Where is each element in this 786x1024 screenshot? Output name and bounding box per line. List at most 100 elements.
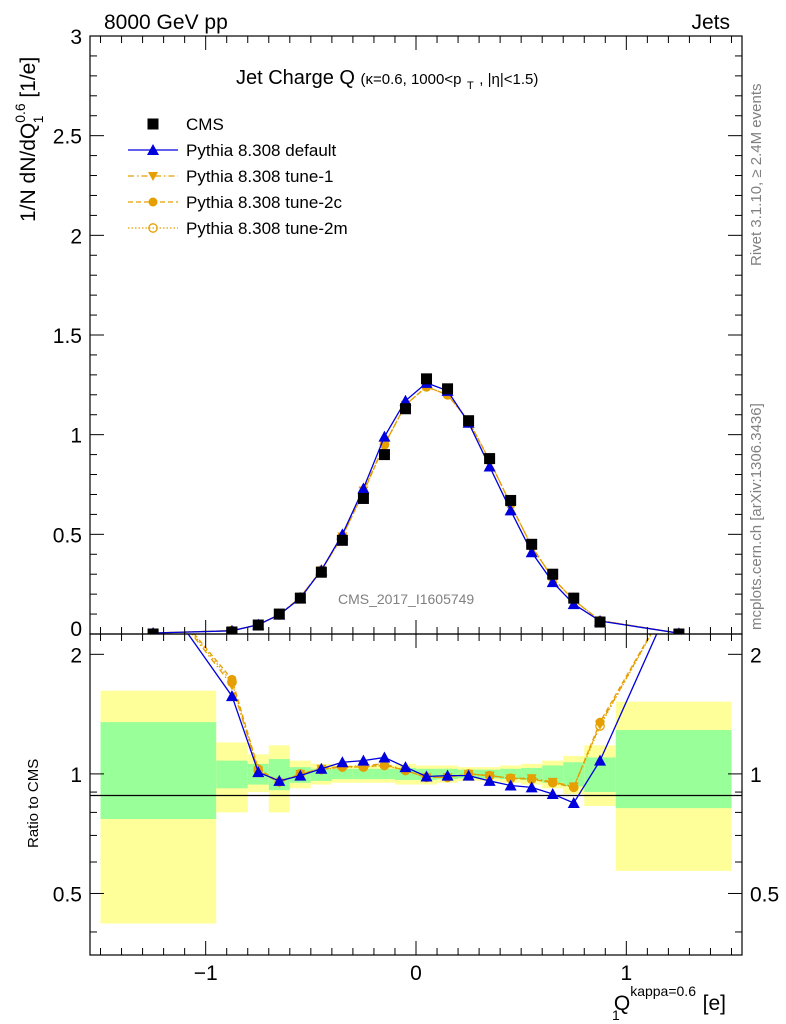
data-point-pythia-8-308-default — [252, 766, 265, 778]
data-point-pythia-8-308-default — [378, 751, 391, 763]
data-point-pythia-8-308-tune-2c — [149, 580, 158, 589]
data-point-pythia-8-308-tune-1 — [526, 774, 537, 784]
legend-label-tune2m: Pythia 8.308 tune-2m — [186, 219, 348, 238]
legend-marker-tune1 — [148, 172, 158, 181]
x-label-sup: kappa=0.6 — [630, 983, 696, 999]
data-point-pythia-8-308-tune-1 — [226, 681, 237, 691]
data-point-pythia-8-308-default — [225, 690, 238, 702]
data-point-pythia-8-308-tune-1 — [148, 580, 158, 589]
data-point-pythia-8-308-default — [546, 787, 559, 799]
data-point-pythia-8-308-default — [567, 796, 580, 808]
data-point-cms — [252, 619, 264, 631]
ratio-band-inner — [310, 768, 332, 781]
y-label-sub: 1 — [30, 115, 46, 123]
x-label-sub: 1 — [612, 1007, 620, 1023]
data-point-pythia-8-308-default — [525, 781, 538, 793]
y-axis-label-main: 1/N dN/dQ0.6 1 [1/e] — [12, 57, 46, 222]
data-point-pythia-8-308-default — [273, 774, 286, 786]
chart-title: Jet Charge Q (κ=0.6, 1000<p T , |η|<1.5) — [236, 67, 538, 94]
data-point-pythia-8-308-default — [673, 578, 685, 589]
data-point-cms — [315, 566, 327, 578]
data-point-pythia-8-308-default — [546, 576, 559, 588]
ratio-band-inner — [615, 729, 732, 809]
data-point-pythia-8-308-default — [357, 482, 370, 494]
series-line-pythia-8-308-default — [187, 634, 658, 804]
data-point-pythia-8-308-default — [378, 430, 391, 442]
y-tick-label-main: 2 — [70, 225, 82, 248]
legend-label-default: Pythia 8.308 default — [186, 141, 337, 160]
axis-ticks: 0 0.5 1 1.5 2 2.5 3 −1 0 1 0.5 0.5 1 1 2 2 — [53, 26, 779, 985]
data-point-pythia-8-308-default — [399, 761, 412, 773]
data-point-cms — [336, 534, 348, 546]
data-point-pythia-8-308-default — [504, 779, 517, 791]
data-point-pythia-8-308-tune-2m — [675, 580, 683, 588]
x-tick-label: −1 — [194, 962, 218, 985]
mcplots-label: mcplots.cern.ch [arXiv:1306.3436] — [748, 403, 765, 630]
data-point-cms — [484, 453, 496, 465]
y-tick-label-main: 3 — [70, 26, 82, 49]
data-point-cms — [442, 383, 454, 395]
data-point-pythia-8-308-default — [399, 394, 412, 406]
rivet-label: Rivet 3.1.10, ≥ 2.4M events — [748, 84, 765, 267]
analysis-watermark: CMS_2017_I1605749 — [338, 591, 474, 607]
ratio-uncertainty-bands — [100, 690, 732, 924]
data-point-pythia-8-308-default — [441, 769, 454, 781]
legend-marker-default — [147, 144, 159, 155]
y-tick-label-ratio: 0.5 — [53, 883, 82, 906]
data-point-pythia-8-308-tune-2c — [674, 580, 683, 589]
y-tick-label-main: 1 — [70, 425, 82, 448]
y-tick-label-ratio-right: 1 — [750, 764, 762, 787]
x-axis-label: Qkappa=0.6 1 [e] — [612, 983, 726, 1023]
data-point-pythia-8-308-default — [594, 754, 607, 766]
data-point-pythia-8-308-default — [462, 769, 475, 781]
data-point-cms — [357, 492, 369, 504]
legend-marker-cms — [147, 118, 159, 130]
data-point-cms — [399, 403, 411, 415]
data-point-cms — [421, 373, 433, 385]
data-point-cms — [568, 592, 580, 604]
data-point-pythia-8-308-tune-1 — [505, 774, 516, 784]
data-point-pythia-8-308-tune-2m — [149, 580, 157, 588]
title-sub-rest: , |η|<1.5) — [479, 71, 538, 88]
data-point-cms — [594, 616, 606, 628]
data-point-pythia-8-308-tune-1 — [568, 782, 579, 792]
ratio-band-inner — [268, 759, 290, 791]
data-point-pythia-8-308-tune-1 — [674, 580, 684, 589]
data-point-pythia-8-308-tune-1 — [595, 720, 606, 730]
x-label-unit: [e] — [697, 992, 726, 1015]
data-point-pythia-8-308-default — [525, 546, 538, 558]
ratio-band-inner — [373, 768, 395, 780]
ratio-band-inner — [216, 760, 248, 789]
title-main: Jet Charge Q — [236, 67, 355, 89]
y-tick-label-ratio: 2 — [70, 644, 82, 667]
title-sub-t: T — [467, 80, 474, 92]
y-axis-label-ratio: Ratio to CMS — [25, 759, 42, 848]
y-tick-label-ratio-right: 0.5 — [750, 883, 779, 906]
legend: CMS Pythia 8.308 default Pythia 8.308 tune… — [128, 115, 348, 238]
data-point-pythia-8-308-default — [147, 578, 159, 589]
x-tick-label: 1 — [620, 962, 632, 985]
ratio-band-inner — [352, 768, 374, 780]
data-point-cms — [505, 494, 517, 506]
legend-label-tune2c: Pythia 8.308 tune-2c — [186, 193, 342, 212]
ratio-band-inner — [331, 768, 353, 780]
y-tick-label-main: 0.5 — [53, 524, 82, 547]
ratio-band-inner — [563, 762, 585, 787]
y-label-text: 1/N dN/dQ — [17, 123, 40, 222]
data-point-pythia-8-308-default — [483, 460, 496, 472]
data-point-pythia-8-308-default — [420, 770, 433, 782]
x-label-text: Q — [614, 992, 630, 1015]
header-right-label: Jets — [691, 11, 730, 34]
data-point-cms — [673, 628, 685, 634]
ratio-band-inner — [542, 765, 564, 783]
data-point-cms — [147, 628, 159, 634]
ratio-band-inner — [521, 767, 543, 781]
data-point-cms — [463, 415, 475, 427]
data-point-pythia-8-308-default — [504, 504, 517, 516]
data-point-pythia-8-308-default — [357, 754, 370, 766]
y-tick-label-ratio-right: 2 — [750, 644, 762, 667]
data-point-cms — [273, 608, 285, 620]
data-point-cms — [526, 538, 538, 550]
data-point-cms — [547, 568, 559, 580]
